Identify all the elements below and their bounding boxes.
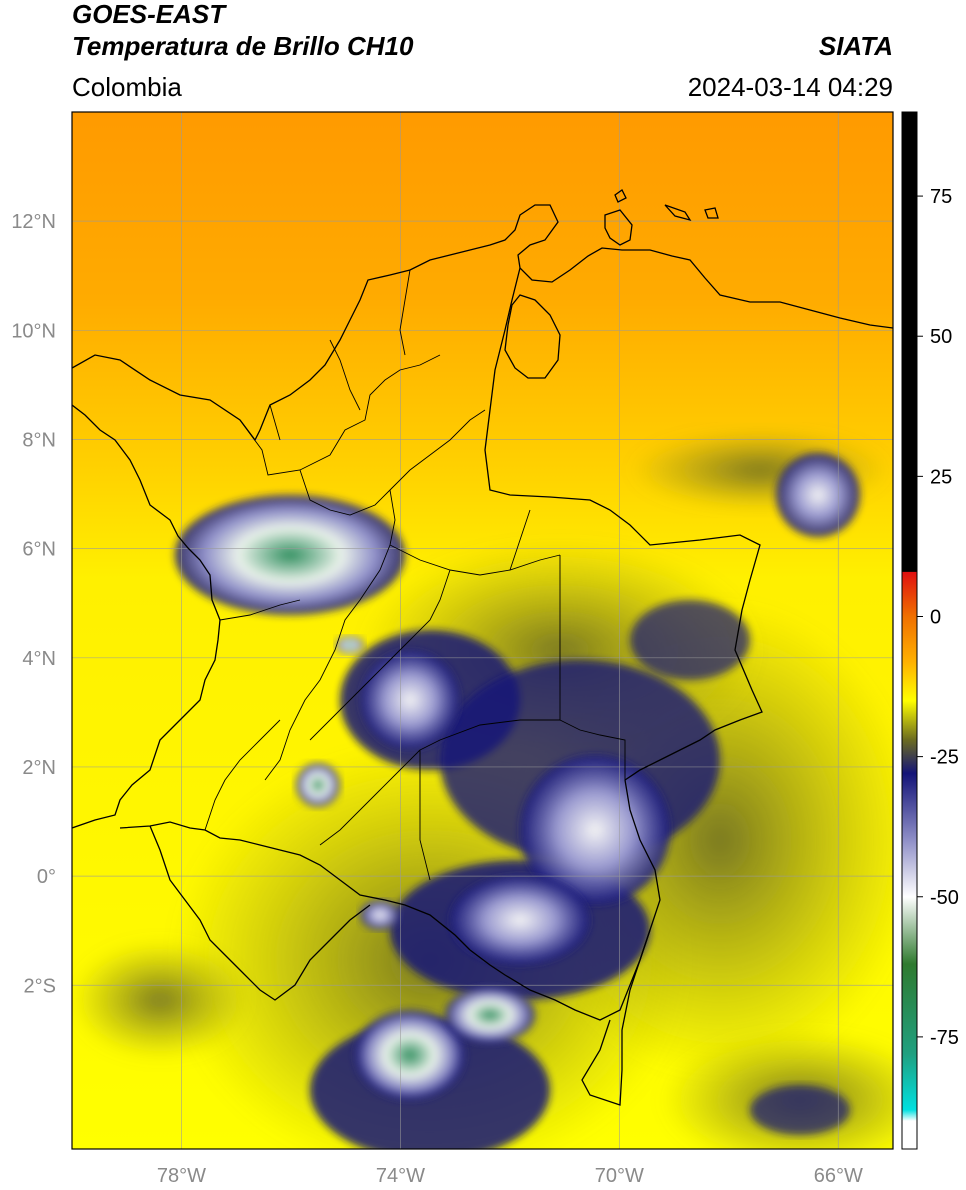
colorbar-tick-label: 75 bbox=[930, 186, 952, 208]
title-line-2: Temperatura de Brillo CH10 bbox=[72, 31, 414, 61]
lat-tick-label: 2°N bbox=[22, 757, 56, 779]
lat-tick-label: 2°S bbox=[24, 975, 56, 997]
colorbar-tick-label: -75 bbox=[930, 1027, 959, 1049]
pacific-coastline bbox=[72, 404, 221, 829]
map-area bbox=[72, 112, 893, 1149]
colorbar-tick-label: 50 bbox=[930, 326, 952, 348]
peru-brazil-border bbox=[581, 929, 651, 1106]
lon-tick-label: 78°W bbox=[157, 1165, 206, 1187]
latitude-axis: 12°N 10°N 8°N 6°N 4°N 2°N 0° 2°S bbox=[11, 211, 56, 997]
lat-tick-label: 6°N bbox=[22, 539, 56, 561]
longitude-axis: 78°W 74°W 70°W 66°W bbox=[157, 1165, 863, 1187]
region-label: Colombia bbox=[72, 72, 182, 102]
colombia-peru-ecuador-border bbox=[119, 821, 471, 951]
lat-tick-label: 10°N bbox=[11, 320, 56, 342]
colorbar-tick-label: -25 bbox=[930, 747, 959, 769]
colombia-venezuela-border bbox=[484, 267, 763, 781]
cloud-field bbox=[72, 430, 893, 1149]
colombia-brazil-border bbox=[469, 779, 661, 1021]
timestamp-label: 2024-03-14 04:29 bbox=[687, 72, 893, 102]
caribbean-coastline bbox=[72, 204, 893, 442]
colorbar-tick-label: 0 bbox=[930, 606, 941, 628]
colorbar bbox=[901, 111, 918, 1150]
title-line-1: GOES-EAST bbox=[72, 0, 226, 29]
lake-maracaibo bbox=[504, 294, 561, 379]
aruba-curacao bbox=[604, 189, 719, 246]
lat-tick-label: 4°N bbox=[22, 648, 56, 670]
lat-tick-label: 12°N bbox=[11, 211, 56, 233]
lon-tick-label: 70°W bbox=[595, 1165, 644, 1187]
colorbar-tick-label: -50 bbox=[930, 887, 959, 909]
borders bbox=[72, 189, 893, 1106]
department-lines bbox=[204, 269, 626, 881]
lat-tick-label: 8°N bbox=[22, 429, 56, 451]
colorbar-tick-label: 25 bbox=[930, 466, 952, 488]
grid-lines bbox=[72, 112, 893, 1149]
organization-label: SIATA bbox=[818, 31, 893, 61]
map-frame bbox=[71, 111, 894, 1150]
lat-tick-label: 0° bbox=[37, 866, 56, 888]
colorbar-axis: 75 50 25 0 -25 -50 -75 bbox=[917, 186, 959, 1049]
lon-tick-label: 66°W bbox=[814, 1165, 863, 1187]
lon-tick-label: 74°W bbox=[376, 1165, 425, 1187]
ecuador-peru-border bbox=[149, 825, 371, 1001]
